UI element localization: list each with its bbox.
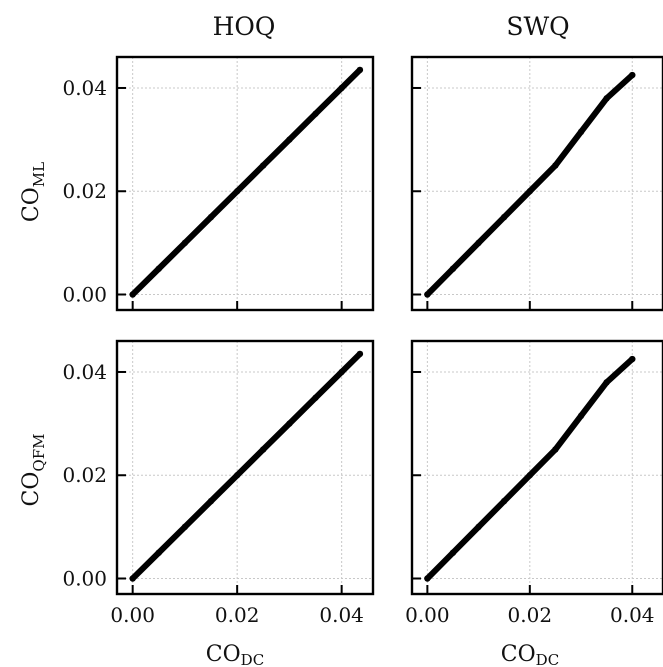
- x-tick-label: 0.04: [610, 603, 655, 627]
- panel-frame: [410, 55, 663, 312]
- x-tick-label: 0.02: [215, 603, 260, 627]
- scatter-point: [577, 128, 585, 136]
- panel-hoq-ml: 0.00 0.02 0.04: [62, 55, 375, 312]
- column-title-hoq: HOQ: [213, 12, 276, 41]
- scatter-point: [475, 239, 482, 247]
- ylabel-co-ml: COML: [19, 162, 48, 222]
- scatter-point: [603, 95, 610, 102]
- panel-frame: [410, 339, 663, 596]
- y-tick-label: 0.00: [62, 567, 107, 591]
- y-tick-label: 0.04: [62, 76, 107, 100]
- x-tick-label: 0.02: [508, 603, 553, 627]
- scatter-point: [155, 265, 162, 272]
- scatter-point: [129, 575, 136, 582]
- scatter-point: [629, 71, 636, 79]
- xlabel-hoq: CODC: [206, 642, 264, 667]
- xlabel-swq: CODC: [501, 642, 559, 667]
- x-tick-label: 0.00: [405, 603, 450, 627]
- scatter-point: [552, 446, 559, 453]
- scatter-point: [312, 110, 319, 117]
- scatter-point: [552, 162, 559, 169]
- scatter-point: [260, 162, 267, 169]
- x-tick-label: 0.04: [319, 603, 364, 627]
- ylabel-co-qfm: COQFM: [19, 434, 48, 507]
- scatter-point: [286, 136, 293, 143]
- scatter-points: [129, 66, 364, 298]
- scatter-point: [356, 350, 364, 358]
- scatter-point: [475, 523, 482, 531]
- x-tick-label: 0.00: [110, 603, 155, 627]
- scatter-point: [129, 291, 136, 298]
- y-tick-label: 0.02: [62, 179, 107, 203]
- panel-swq-qfm: 0.00 0.02 0.04: [405, 339, 663, 627]
- scatter-point: [424, 575, 431, 582]
- scatter-point: [629, 355, 636, 363]
- scatter-point: [501, 213, 508, 221]
- ylabel-co-qfm-sub: QFM: [30, 434, 48, 472]
- scatter-series-band: [129, 66, 363, 298]
- scatter-point: [312, 394, 319, 401]
- panel-hoq-qfm: 0.00 0.02 0.04 0.00 0.02 0.04: [62, 339, 375, 627]
- scatter-point: [356, 66, 364, 74]
- scatter-point: [577, 412, 585, 420]
- scatter-point: [233, 472, 241, 479]
- scatter-points: [129, 350, 364, 582]
- xlabel-swq-main: CO: [501, 642, 536, 667]
- y-tick-label: 0.04: [62, 360, 107, 384]
- xlabel-hoq-main: CO: [206, 642, 241, 667]
- y-tick-label: 0.00: [62, 283, 107, 307]
- scatter-point: [207, 497, 215, 505]
- scatter-point: [207, 213, 215, 221]
- scatter-point: [526, 188, 534, 195]
- scatter-point: [526, 472, 534, 479]
- scatter-point: [424, 291, 431, 298]
- scatter-points: [424, 355, 636, 582]
- scatter-points: [424, 71, 636, 298]
- panel-frame: [115, 339, 375, 596]
- scatter-point: [338, 84, 345, 92]
- scatter-point: [449, 265, 457, 272]
- scatter-point: [603, 379, 610, 386]
- scatter-point: [501, 497, 508, 505]
- scatter-point: [181, 239, 189, 247]
- panel-frame: [115, 55, 375, 312]
- ylabel-co-ml-sub: ML: [30, 162, 48, 187]
- column-title-swq: SWQ: [506, 12, 569, 41]
- scatter-point: [181, 523, 189, 531]
- ylabel-co-ml-main: CO: [19, 187, 44, 222]
- scatter-point: [233, 188, 241, 195]
- scatter-series-band: [129, 350, 363, 582]
- scatter-point: [338, 368, 345, 376]
- scatter-point: [286, 420, 293, 427]
- scatter-point: [260, 446, 267, 453]
- panel-swq-ml: [410, 55, 663, 312]
- y-tick-label: 0.02: [62, 463, 107, 487]
- xlabel-hoq-sub: DC: [241, 651, 265, 667]
- scatter-point: [449, 549, 457, 556]
- scatter-point: [155, 549, 162, 556]
- xlabel-swq-sub: DC: [536, 651, 560, 667]
- ylabel-co-qfm-main: CO: [19, 472, 44, 507]
